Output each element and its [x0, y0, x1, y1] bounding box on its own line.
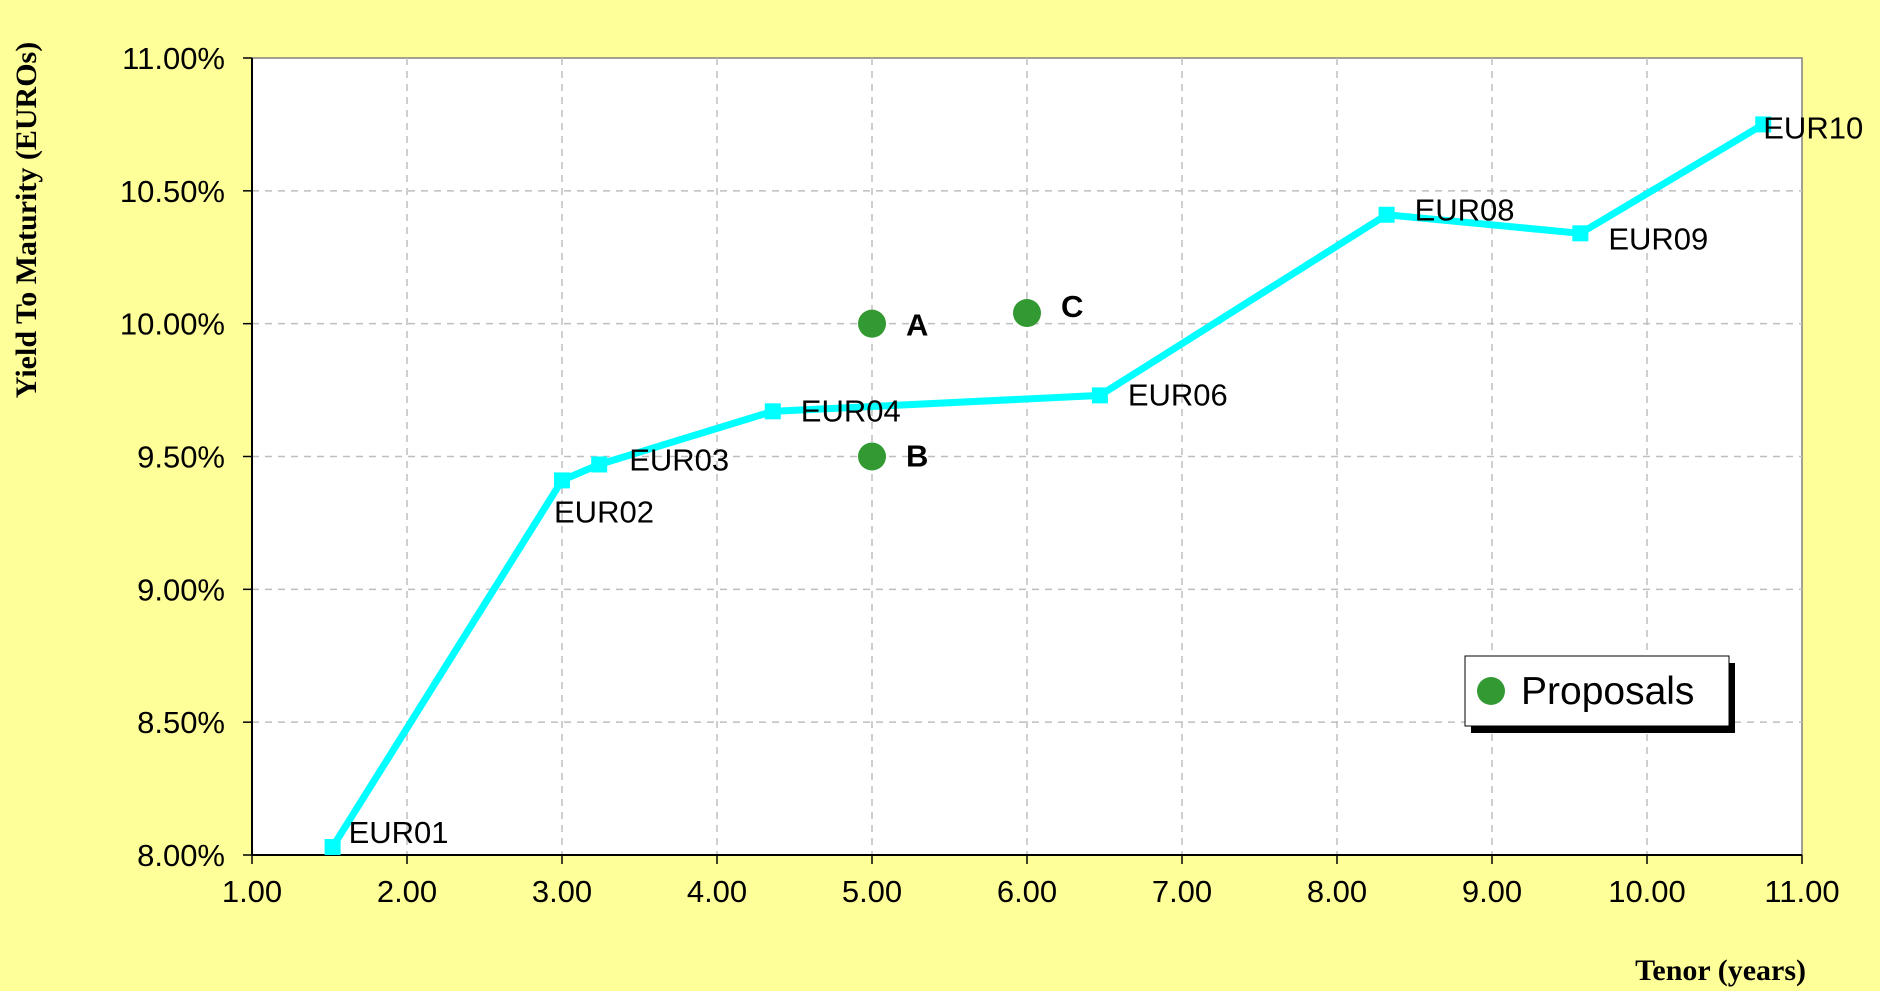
x-tick-label: 2.00 — [377, 874, 437, 909]
y-tick-label: 10.00% — [120, 307, 225, 342]
y-tick-label: 10.50% — [120, 174, 225, 209]
yield-point-label: EUR02 — [554, 494, 654, 529]
y-tick-label: 11.00% — [122, 41, 225, 76]
x-tick-label: 11.00 — [1764, 874, 1839, 909]
legend-marker-proposals — [1477, 677, 1505, 705]
y-tick-label: 9.00% — [137, 572, 225, 607]
yield-point-marker — [1091, 387, 1108, 404]
proposal-label: B — [906, 439, 928, 474]
proposal-label: C — [1061, 289, 1083, 324]
x-tick-label: 1.00 — [222, 874, 282, 909]
proposal-marker — [858, 309, 886, 338]
yield-point-label: EUR08 — [1415, 193, 1515, 228]
x-tick-label: 9.00 — [1462, 874, 1522, 909]
x-tick-label: 8.00 — [1307, 874, 1367, 909]
proposals-series: A B C — [858, 289, 1083, 474]
x-tick-label: 4.00 — [687, 874, 747, 909]
x-axis-title: Tenor (years) — [1635, 954, 1806, 987]
y-tick-label: 8.00% — [137, 838, 225, 873]
x-tick-label: 5.00 — [842, 874, 902, 909]
legend: Proposals — [1464, 655, 1735, 733]
y-tick-label: 9.50% — [137, 440, 225, 475]
proposal-label: A — [906, 308, 928, 343]
yield-point-label: EUR01 — [349, 815, 449, 850]
y-axis-ticks: 8.00% 8.50% 9.00% 9.50% 10.00% 10.50% 11.00% — [120, 41, 225, 873]
yield-point-label: EUR09 — [1608, 221, 1708, 256]
bond-yield-series: EUR01 EUR02 EUR03 EUR04 EUR06 EUR08 EUR09 EUR10 — [324, 110, 1863, 856]
legend-box — [1464, 655, 1730, 727]
legend-label-proposals: Proposals — [1521, 670, 1694, 713]
yield-point-marker — [1572, 225, 1589, 242]
yield-point-label: EUR03 — [629, 442, 729, 477]
yield-point-marker — [1378, 206, 1395, 223]
proposal-marker — [858, 442, 886, 471]
yield-point-label: EUR06 — [1128, 377, 1228, 412]
x-tick-label: 7.00 — [1152, 874, 1212, 909]
yield-point-marker — [324, 839, 341, 856]
x-tick-label: 6.00 — [997, 874, 1057, 909]
x-axis-ticks: 1.00 2.00 3.00 4.00 5.00 6.00 7.00 8.00 9.00 10.0… — [222, 874, 1840, 909]
x-tick-label: 3.00 — [532, 874, 592, 909]
yield-point-label: EUR10 — [1763, 110, 1863, 145]
yield-point-label: EUR04 — [801, 393, 901, 428]
proposal-marker — [1013, 299, 1041, 328]
yield-point-marker — [764, 403, 781, 420]
x-tick-label: 10.00 — [1608, 874, 1686, 909]
y-axis-title: Yield To Maturity (EUROs) — [10, 42, 43, 398]
yield-point-marker — [1755, 116, 1772, 133]
axes — [243, 57, 1803, 864]
y-tick-label: 8.50% — [137, 705, 225, 740]
yield-point-marker — [591, 456, 608, 473]
yield-point-marker — [554, 472, 570, 489]
